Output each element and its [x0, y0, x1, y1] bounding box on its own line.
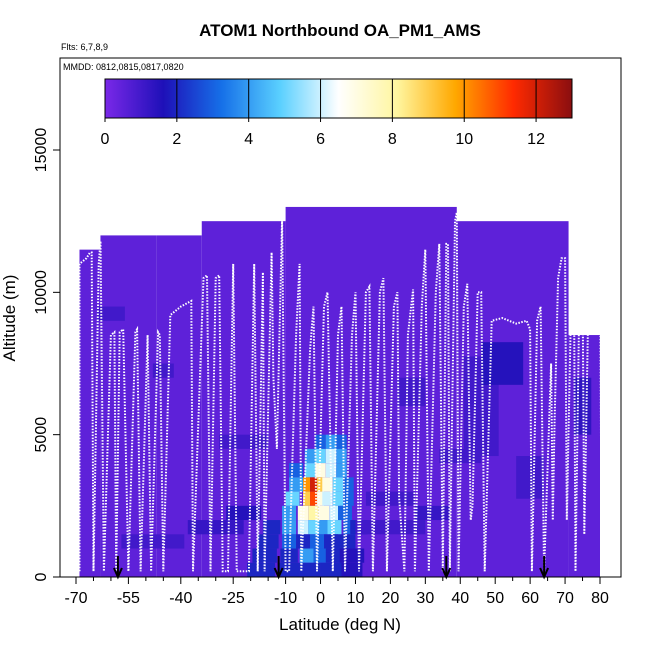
coverage-block — [568, 335, 600, 577]
heatmap-cell — [414, 505, 450, 521]
dates-note: MMDD: 0812,0815,0817,0820 — [63, 62, 184, 72]
flights-note: Flts: 6,7,8,9 — [61, 42, 108, 52]
heatmap-cell — [322, 477, 333, 492]
heatmap-cell — [310, 477, 318, 492]
colorbar-gradient — [104, 78, 573, 119]
x-tick-label: 50 — [486, 590, 504, 607]
heatmap-cell — [304, 448, 316, 464]
heatmap-cell — [338, 505, 352, 521]
heatmap-cell — [341, 562, 363, 577]
heatmap-cell — [318, 505, 330, 521]
heatmap-cell — [336, 448, 347, 464]
heatmap-cell — [322, 491, 333, 506]
heatmap-cell — [304, 463, 316, 478]
chart-title: ATOM1 Northbound OA_PM1_AMS — [199, 21, 481, 40]
heatmap-cell — [325, 548, 344, 563]
heatmap-cell — [336, 434, 347, 449]
x-axis-title: Latitude (deg N) — [279, 615, 401, 634]
heatmap-cell — [257, 534, 279, 549]
colorbar: 0 2 4 6 8 10 12 — [101, 78, 573, 148]
heatmap-cell — [299, 562, 321, 577]
heatmap-cell — [96, 306, 125, 321]
x-tick-label: -25 — [222, 590, 245, 607]
heatmap-cell — [320, 562, 342, 577]
heatmap-cell — [332, 491, 344, 506]
colorbar-tick-label: 6 — [316, 131, 325, 148]
y-axis: 0 5000 10000 15000 — [33, 128, 60, 581]
x-axis: -70 -55 -40 -25 -10 0 10 20 30 40 50 60 70 80 — [64, 577, 609, 607]
heatmap-cell — [317, 477, 325, 492]
x-tick-label: 10 — [347, 590, 365, 607]
y-tick-label: 5000 — [33, 417, 50, 453]
x-tick-label: 40 — [451, 590, 469, 607]
heatmap-cells — [79, 206, 600, 577]
heatmap-cell — [343, 491, 354, 506]
flight-track-line — [78, 212, 603, 573]
colorbar-tick-label: 4 — [244, 131, 253, 148]
heatmap-cell — [332, 477, 344, 492]
heatmap-cell — [187, 520, 244, 535]
x-tick-label: -70 — [64, 590, 87, 607]
heatmap-cell — [296, 534, 311, 549]
x-tick-label: 20 — [382, 590, 400, 607]
heatmap-cell — [481, 342, 524, 385]
x-tick-label: 0 — [316, 590, 325, 607]
heatmap-cell — [339, 548, 365, 563]
heatmap-cell — [397, 377, 426, 407]
y-tick-label: 0 — [33, 572, 50, 581]
colorbar-tick-label: 8 — [388, 131, 397, 148]
heatmap-cell — [516, 456, 545, 499]
x-tick-label: 30 — [416, 590, 434, 607]
heatmap-cell — [247, 562, 276, 577]
heatmap-cell — [152, 363, 174, 378]
heatmap-cell — [317, 491, 325, 506]
y-tick-label: 10000 — [33, 270, 50, 315]
heatmap-cell — [299, 548, 314, 563]
y-tick-label: 15000 — [33, 128, 50, 173]
x-tick-label: 70 — [556, 590, 574, 607]
coverage-block — [100, 235, 157, 577]
heatmap-cell — [318, 520, 330, 535]
coverage-block — [79, 249, 101, 577]
x-tick-label: 80 — [591, 590, 609, 607]
heatmap-cell — [297, 520, 309, 535]
heatmap-cell — [313, 548, 328, 563]
heatmap-cell — [289, 477, 304, 492]
heatmap-cell — [121, 534, 185, 549]
heatmap-cell — [365, 491, 415, 506]
heatmap-cell — [226, 505, 262, 521]
x-tick-label: -10 — [274, 590, 297, 607]
colorbar-tick-label: 12 — [527, 131, 545, 148]
x-tick-label: -55 — [117, 590, 140, 607]
heatmap-cell — [303, 477, 311, 492]
heatmap-cell — [343, 520, 354, 535]
x-tick-label: -40 — [169, 590, 192, 607]
flight-track — [78, 212, 603, 573]
heatmap-cell — [262, 520, 281, 535]
heatmap-cell — [355, 520, 426, 535]
heatmap-cell — [303, 491, 311, 506]
heatmap-cell — [325, 463, 337, 478]
colorbar-tick-label: 10 — [455, 131, 473, 148]
heatmap-cell — [308, 520, 319, 535]
heatmap-cell — [315, 434, 326, 449]
colorbar-ticks: 0 2 4 6 8 10 12 — [101, 79, 545, 148]
colorbar-tick-label: 0 — [101, 131, 110, 148]
x-tick-label: 60 — [521, 590, 539, 607]
heatmap-cell — [308, 505, 319, 521]
heatmap-cell — [315, 448, 326, 464]
colorbar-tick-label: 2 — [172, 131, 181, 148]
heatmap-cell — [310, 491, 318, 506]
heatmap-cell — [336, 463, 347, 478]
plot-frame — [59, 57, 622, 578]
heatmap-cell — [285, 491, 300, 506]
y-axis-title: Altitude (m) — [0, 275, 19, 362]
